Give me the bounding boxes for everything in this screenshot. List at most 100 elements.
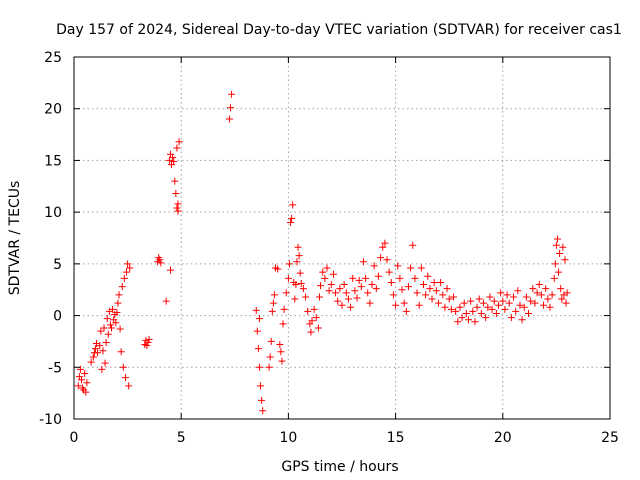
data-point <box>428 295 436 303</box>
data-point <box>123 268 131 276</box>
data-point <box>317 282 325 290</box>
data-point <box>276 341 284 349</box>
x-tick-label: 25 <box>601 430 619 446</box>
data-point <box>227 104 235 112</box>
data-point <box>321 274 329 282</box>
data-point <box>344 295 352 303</box>
data-point <box>503 291 511 299</box>
data-point <box>87 358 95 366</box>
y-tick-label: 25 <box>44 50 62 66</box>
data-point <box>165 156 173 164</box>
data-point <box>389 291 397 299</box>
data-point <box>415 301 423 309</box>
data-point <box>166 266 174 274</box>
data-point <box>383 256 391 264</box>
data-point <box>347 303 355 311</box>
data-point <box>170 157 178 165</box>
data-point <box>370 262 378 270</box>
data-point <box>156 256 164 264</box>
data-point <box>282 289 290 297</box>
data-point <box>267 337 275 345</box>
data-point <box>78 376 86 384</box>
data-point <box>295 252 303 260</box>
data-point <box>497 289 505 297</box>
data-point <box>490 297 498 305</box>
data-point <box>540 301 548 309</box>
data-point <box>258 396 266 404</box>
data-point <box>112 319 120 327</box>
data-point <box>551 260 559 268</box>
chart-title: Day 157 of 2024, Sidereal Day-to-day VTE… <box>56 22 622 38</box>
data-point <box>255 315 263 323</box>
data-point <box>452 307 460 315</box>
data-point <box>546 303 554 311</box>
data-point <box>364 289 372 297</box>
data-point <box>419 281 427 289</box>
y-tick-label: -5 <box>48 360 62 376</box>
x-tick-label: 0 <box>70 430 79 446</box>
data-point <box>488 305 496 313</box>
data-point <box>143 342 151 350</box>
x-tick-label: 10 <box>279 430 297 446</box>
data-point <box>325 287 333 295</box>
data-point <box>157 259 165 267</box>
data-point <box>225 115 233 123</box>
data-point <box>336 285 344 293</box>
data-point <box>402 307 410 315</box>
data-point <box>437 278 445 286</box>
data-point <box>417 264 425 272</box>
data-point <box>434 299 442 307</box>
data-point <box>291 295 299 303</box>
data-point <box>527 297 535 305</box>
data-point <box>312 314 320 322</box>
data-point <box>456 303 464 311</box>
data-point <box>254 345 262 353</box>
data-point <box>294 243 302 251</box>
data-point <box>447 305 455 313</box>
data-point <box>544 295 552 303</box>
data-point <box>119 363 127 371</box>
data-point <box>449 293 457 301</box>
data-point <box>394 262 402 270</box>
data-point <box>550 274 558 282</box>
x-tick-label: 5 <box>177 430 186 446</box>
data-point <box>443 285 451 293</box>
data-point <box>558 295 566 303</box>
data-point <box>252 306 260 314</box>
y-tick-label: 5 <box>53 257 62 273</box>
data-point <box>98 365 106 373</box>
data-point <box>486 293 494 301</box>
data-point <box>285 260 293 268</box>
data-point <box>553 235 561 243</box>
data-point <box>464 316 472 324</box>
data-point <box>284 274 292 282</box>
y-tick-label: 15 <box>44 153 62 169</box>
data-point <box>274 265 282 273</box>
data-point <box>293 258 301 266</box>
data-point <box>108 324 116 332</box>
data-point <box>413 289 421 297</box>
data-point <box>307 328 315 336</box>
data-point <box>125 382 133 390</box>
data-point <box>467 297 475 305</box>
data-point <box>454 318 462 326</box>
data-point <box>353 294 361 302</box>
data-point <box>82 388 90 396</box>
data-point <box>404 283 412 291</box>
data-point <box>510 293 518 301</box>
data-point <box>99 347 107 355</box>
data-point <box>334 297 342 305</box>
data-point <box>561 256 569 264</box>
data-point <box>351 287 359 295</box>
data-point <box>259 407 267 415</box>
data-point <box>492 310 500 318</box>
x-axis-label: GPS time / hours <box>281 459 398 475</box>
data-point <box>555 268 563 276</box>
data-point <box>329 270 337 278</box>
x-tick-label: 20 <box>494 430 512 446</box>
data-point <box>462 310 470 318</box>
data-point <box>268 307 276 315</box>
data-point <box>469 307 477 315</box>
data-point <box>255 363 263 371</box>
data-point <box>174 200 182 208</box>
